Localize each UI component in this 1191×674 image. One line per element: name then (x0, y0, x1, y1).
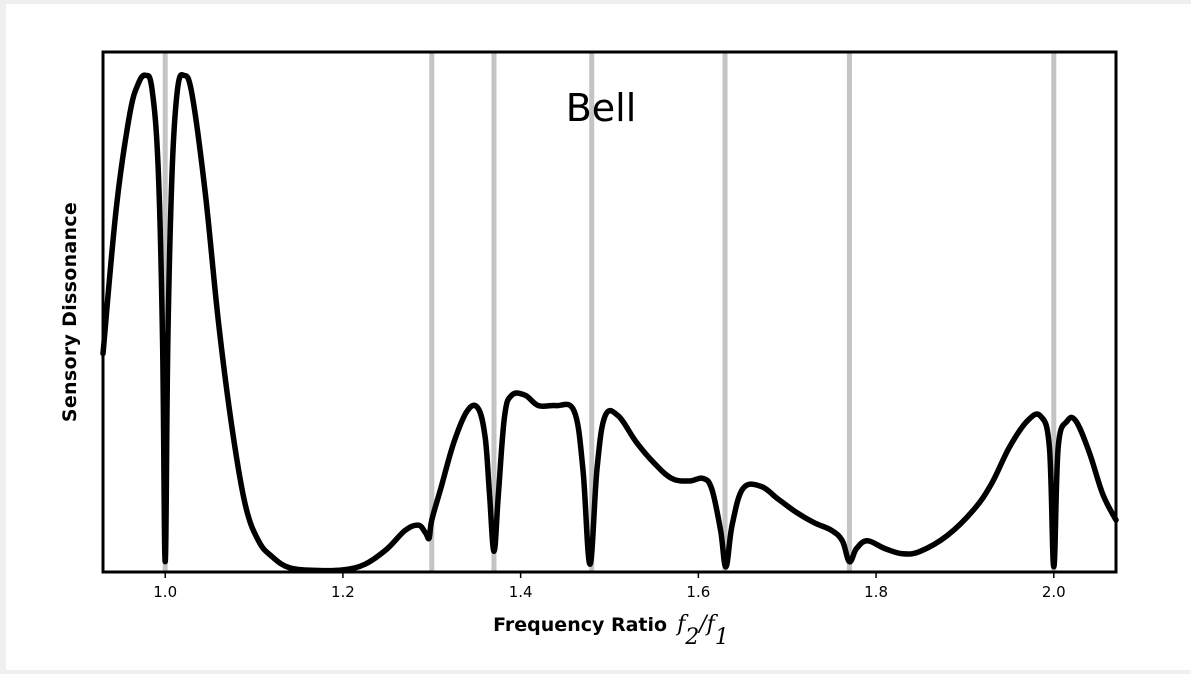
x-tick-label: 1.6 (686, 583, 710, 601)
x-axis-label-text: Frequency Ratio (493, 614, 667, 636)
x-axis-label-sub-den: 1 (715, 625, 729, 650)
x-ticks: 1.0 1.2 1.4 1.6 1.8 2.0 (153, 572, 1066, 601)
x-tick-label: 1.0 (153, 583, 177, 601)
dissonance-chart: 1.0 1.2 1.4 1.6 1.8 2.0 Bell Sensory Dissonan… (59, 50, 1119, 650)
x-tick-label: 1.2 (331, 583, 355, 601)
x-tick-label: 1.4 (509, 583, 533, 601)
dissonance-curve (100, 72, 1119, 574)
chart-title: Bell (566, 86, 637, 130)
reference-lines (162, 52, 1057, 572)
x-tick-label: 1.8 (864, 583, 888, 601)
x-axis-label: Frequency Ratio f2/f1 (493, 612, 729, 650)
chart-card: 1.0 1.2 1.4 1.6 1.8 2.0 Bell Sensory Dissonan… (6, 4, 1191, 670)
x-axis-label-sub-num: 2 (684, 625, 699, 650)
y-axis-label: Sensory Dissonance (59, 202, 81, 422)
x-axis-label-slash: / (697, 612, 709, 637)
x-tick-label: 2.0 (1042, 583, 1066, 601)
plot-frame (101, 50, 1118, 574)
